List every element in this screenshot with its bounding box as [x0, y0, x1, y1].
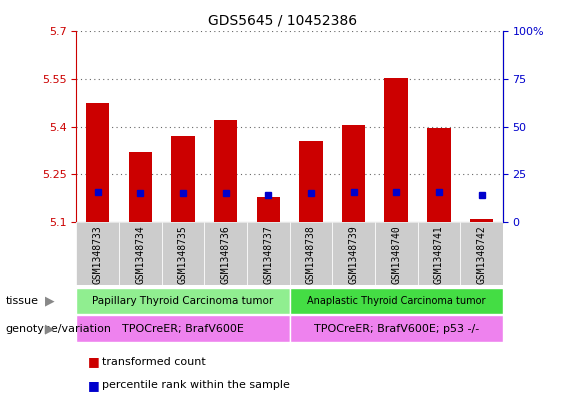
Bar	[76, 315, 289, 342]
Text: transformed count: transformed count	[102, 356, 206, 367]
Text: genotype/variation: genotype/variation	[6, 323, 112, 334]
Bar	[299, 141, 323, 222]
Text: GDS5645 / 10452386: GDS5645 / 10452386	[208, 14, 357, 28]
Bar	[257, 196, 280, 222]
Text: ▶: ▶	[45, 294, 55, 308]
Text: GSM1348737: GSM1348737	[263, 225, 273, 284]
Text: GSM1348741: GSM1348741	[434, 225, 444, 284]
Bar	[332, 222, 375, 285]
Text: percentile rank within the sample: percentile rank within the sample	[102, 380, 290, 390]
Bar	[289, 288, 503, 314]
Text: tissue: tissue	[6, 296, 38, 306]
Text: GSM1348740: GSM1348740	[391, 225, 401, 284]
Text: TPOCreER; BrafV600E: TPOCreER; BrafV600E	[122, 323, 244, 334]
Text: Papillary Thyroid Carcinoma tumor: Papillary Thyroid Carcinoma tumor	[92, 296, 273, 306]
Bar	[76, 288, 289, 314]
Bar	[290, 222, 332, 285]
Text: GSM1348736: GSM1348736	[220, 225, 231, 284]
Text: GSM1348734: GSM1348734	[135, 225, 145, 284]
Text: ■: ■	[88, 378, 99, 392]
Text: ▶: ▶	[45, 322, 55, 335]
Bar	[247, 222, 290, 285]
Bar	[470, 219, 493, 222]
Text: Anaplastic Thyroid Carcinoma tumor: Anaplastic Thyroid Carcinoma tumor	[307, 296, 485, 306]
Bar	[375, 222, 418, 285]
Bar	[342, 125, 366, 222]
Text: GSM1348739: GSM1348739	[349, 225, 359, 284]
Bar	[128, 152, 152, 222]
Bar	[418, 222, 460, 285]
Text: GSM1348742: GSM1348742	[476, 225, 486, 284]
Bar	[86, 103, 110, 222]
Text: GSM1348733: GSM1348733	[93, 225, 103, 284]
Text: ■: ■	[88, 355, 99, 368]
Bar	[171, 136, 195, 222]
Text: GSM1348735: GSM1348735	[178, 225, 188, 284]
Bar	[460, 222, 503, 285]
Bar	[214, 120, 237, 222]
Text: GSM1348738: GSM1348738	[306, 225, 316, 284]
Bar	[76, 222, 119, 285]
Bar	[289, 315, 503, 342]
Bar	[427, 129, 451, 222]
Bar	[384, 77, 408, 222]
Bar	[205, 222, 247, 285]
Bar	[162, 222, 205, 285]
Bar	[119, 222, 162, 285]
Text: TPOCreER; BrafV600E; p53 -/-: TPOCreER; BrafV600E; p53 -/-	[314, 323, 479, 334]
